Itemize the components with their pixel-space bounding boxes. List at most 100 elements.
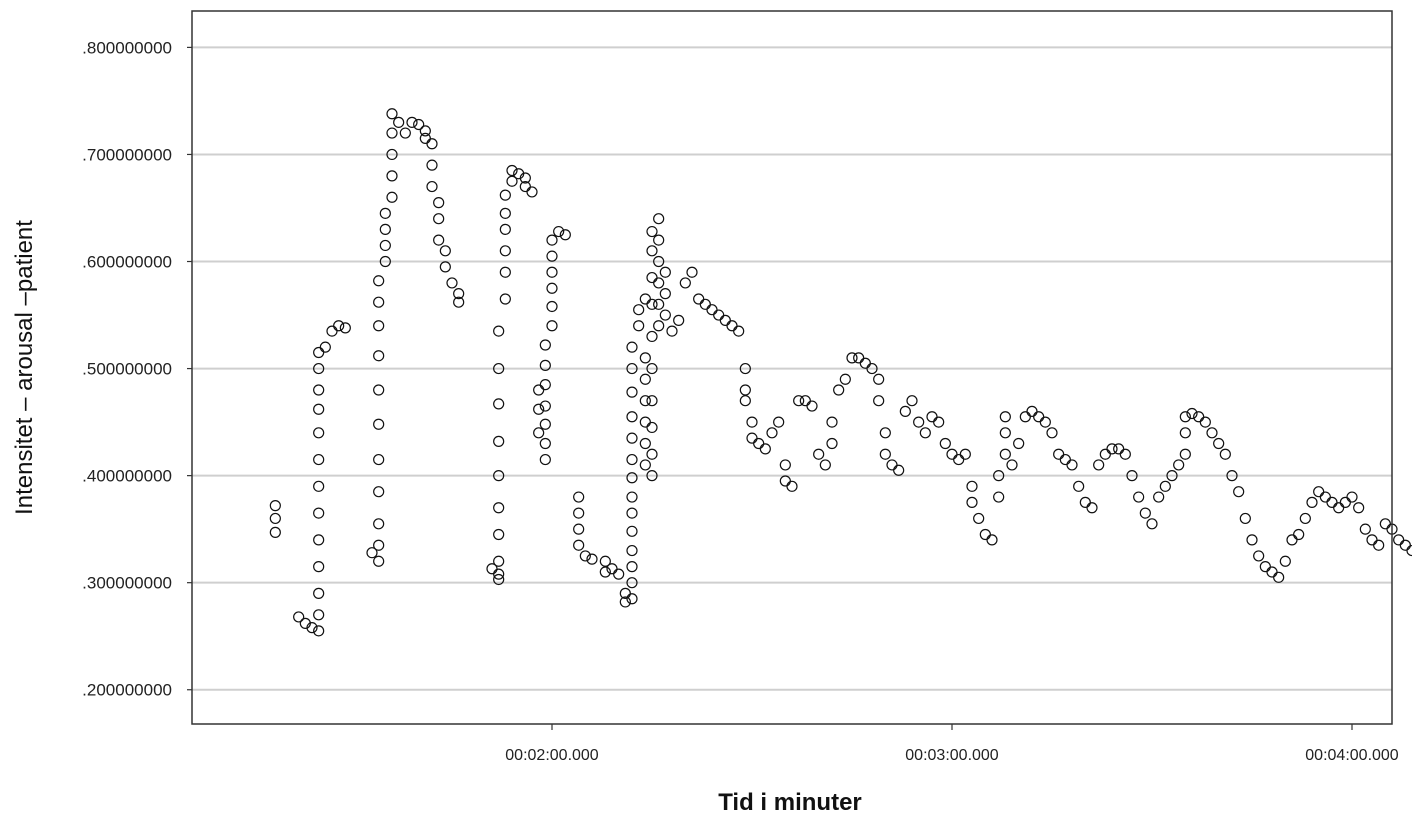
data-point <box>1126 470 1138 482</box>
data-point <box>1313 486 1325 498</box>
data-point <box>1259 561 1271 573</box>
data-point <box>693 293 705 305</box>
y-tick-label: .400000000 <box>82 467 172 486</box>
data-point <box>559 229 571 241</box>
data-point <box>306 622 318 634</box>
data-point <box>453 296 465 308</box>
data-point <box>706 304 718 316</box>
data-point <box>339 322 351 334</box>
data-point <box>626 411 638 423</box>
data-point <box>1199 416 1211 428</box>
data-point <box>833 384 845 396</box>
data-point <box>379 223 391 235</box>
data-point <box>626 362 638 375</box>
data-point <box>493 435 505 447</box>
data-point <box>493 573 505 586</box>
data-point <box>1213 437 1225 450</box>
data-point <box>626 491 638 503</box>
data-point <box>859 357 871 369</box>
data-point <box>313 403 325 415</box>
data-point <box>493 325 505 337</box>
data-point <box>573 523 585 535</box>
data-point <box>659 288 671 300</box>
data-point <box>399 127 411 139</box>
data-point <box>966 496 978 508</box>
data-point <box>1173 459 1185 471</box>
data-point <box>639 352 651 364</box>
data-point <box>626 593 638 605</box>
data-point <box>373 453 385 466</box>
data-point <box>646 225 658 238</box>
data-point <box>946 448 958 460</box>
data-point <box>653 213 665 225</box>
data-point <box>753 437 765 450</box>
data-point <box>679 277 691 289</box>
data-point <box>786 480 798 492</box>
data-point <box>386 170 398 182</box>
data-point <box>653 298 665 310</box>
x-tick-label: 00:03:00.000 <box>905 747 999 764</box>
data-point <box>646 330 658 343</box>
data-point <box>373 350 385 362</box>
data-point <box>799 395 811 407</box>
data-point <box>1046 427 1058 439</box>
data-point <box>1146 518 1158 530</box>
data-point <box>546 266 558 278</box>
data-point <box>573 491 585 503</box>
data-point <box>1353 502 1365 514</box>
data-point <box>1366 534 1378 546</box>
data-point <box>506 164 518 177</box>
data-point <box>1159 480 1171 492</box>
data-point <box>373 320 385 332</box>
data-point <box>913 416 925 428</box>
data-point <box>606 563 618 575</box>
data-point <box>493 568 505 580</box>
data-point <box>553 225 565 238</box>
y-axis-ticks: .200000000 .300000000 .400000000 .500000000… <box>82 38 192 700</box>
data-point <box>1079 496 1091 508</box>
data-point <box>813 448 825 460</box>
data-point <box>1359 523 1371 535</box>
data-point <box>646 271 658 284</box>
data-point <box>313 480 325 492</box>
data-point <box>506 175 518 187</box>
y-tick-label: .700000000 <box>82 145 172 164</box>
data-point <box>793 395 805 407</box>
data-point <box>1026 405 1038 417</box>
data-point <box>646 298 658 310</box>
data-point <box>313 453 325 466</box>
data-point <box>426 180 438 193</box>
data-point <box>493 470 505 482</box>
data-point <box>1086 502 1098 514</box>
data-point <box>1233 486 1245 498</box>
data-point <box>269 500 281 512</box>
data-point <box>546 300 558 313</box>
data-point <box>313 587 325 599</box>
data-point <box>626 432 638 444</box>
data-point <box>673 314 685 326</box>
data-point <box>313 609 325 621</box>
data-point <box>453 288 465 300</box>
data-point <box>539 418 551 430</box>
data-point <box>646 245 658 257</box>
data-point <box>373 486 385 498</box>
data-point <box>386 191 398 203</box>
data-point <box>1166 470 1178 482</box>
data-point <box>1206 427 1218 439</box>
data-point <box>999 448 1011 460</box>
data-point <box>879 448 891 460</box>
data-points <box>269 108 1412 637</box>
data-point <box>1179 411 1191 423</box>
data-point <box>1393 534 1405 546</box>
data-point <box>633 320 645 332</box>
data-point <box>373 518 385 530</box>
data-point <box>1239 512 1251 525</box>
data-point <box>293 611 305 623</box>
data-point <box>926 411 938 423</box>
data-point <box>759 443 771 455</box>
y-tick-label: .500000000 <box>82 360 172 379</box>
data-point <box>1266 566 1278 578</box>
data-point <box>313 346 325 359</box>
data-point <box>699 298 711 310</box>
y-tick-label: .800000000 <box>82 38 172 57</box>
